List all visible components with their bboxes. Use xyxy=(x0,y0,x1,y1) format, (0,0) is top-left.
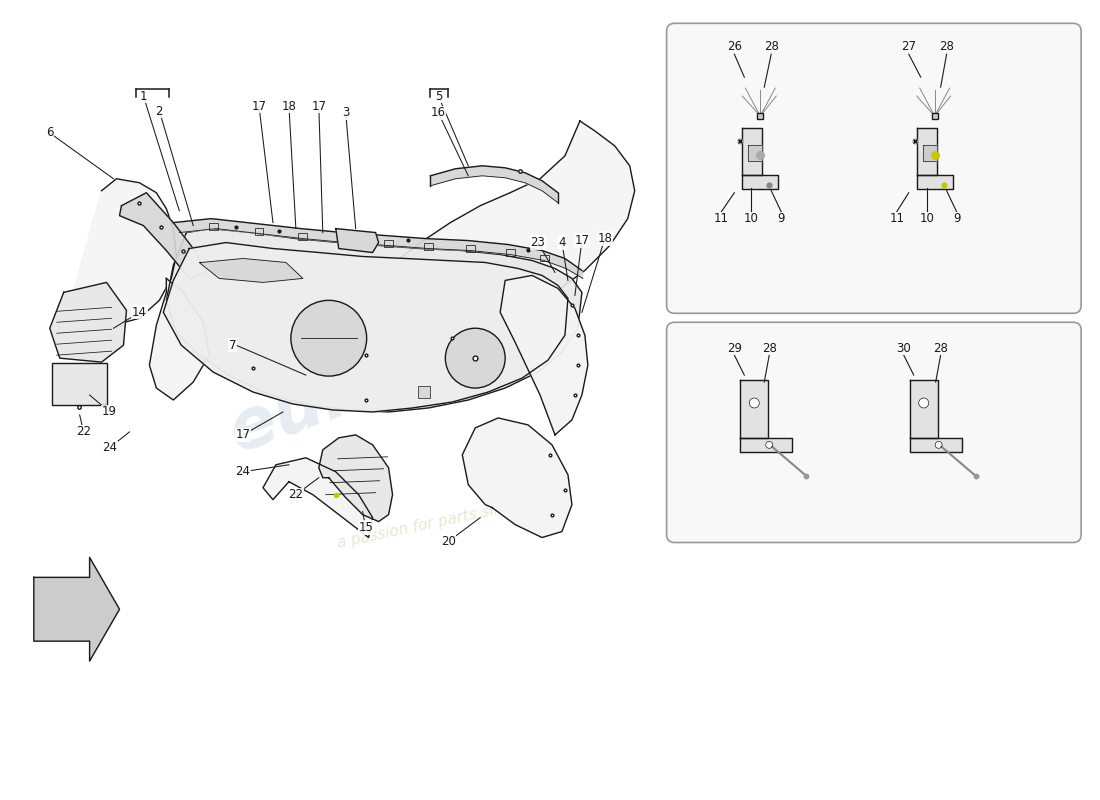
Text: 2: 2 xyxy=(155,105,163,118)
Text: 18: 18 xyxy=(597,232,613,245)
Polygon shape xyxy=(500,275,587,435)
Polygon shape xyxy=(163,242,568,412)
Bar xyxy=(254,228,264,234)
Polygon shape xyxy=(263,458,373,538)
Bar xyxy=(384,239,393,246)
FancyBboxPatch shape xyxy=(667,322,1081,542)
Text: 22: 22 xyxy=(76,426,91,438)
Polygon shape xyxy=(74,178,176,326)
Text: 22: 22 xyxy=(288,488,304,501)
Text: 26: 26 xyxy=(727,40,741,53)
Bar xyxy=(52,363,107,405)
Bar xyxy=(539,254,549,262)
Text: 10: 10 xyxy=(744,212,759,225)
Text: 30: 30 xyxy=(896,342,911,354)
Text: 28: 28 xyxy=(762,342,777,354)
Polygon shape xyxy=(742,174,778,189)
Text: 17: 17 xyxy=(235,428,251,442)
Text: 24: 24 xyxy=(102,442,117,454)
Polygon shape xyxy=(923,145,937,161)
Text: 7: 7 xyxy=(229,338,236,352)
Polygon shape xyxy=(336,229,378,253)
Text: 28: 28 xyxy=(763,40,779,53)
Bar xyxy=(506,249,515,255)
Bar xyxy=(465,245,475,251)
Polygon shape xyxy=(742,128,762,174)
Text: 23: 23 xyxy=(530,236,546,249)
Polygon shape xyxy=(430,166,558,202)
Circle shape xyxy=(918,398,928,408)
Text: 19: 19 xyxy=(102,406,117,418)
Text: 14: 14 xyxy=(132,306,147,319)
Text: 28: 28 xyxy=(939,40,954,53)
Polygon shape xyxy=(319,435,393,522)
Polygon shape xyxy=(748,145,762,161)
Circle shape xyxy=(766,442,772,448)
Text: 17: 17 xyxy=(311,99,327,113)
Polygon shape xyxy=(910,380,937,438)
Bar xyxy=(341,237,350,243)
Bar xyxy=(209,222,218,230)
Text: 27: 27 xyxy=(901,40,916,53)
Circle shape xyxy=(290,300,366,376)
Polygon shape xyxy=(34,558,120,661)
Polygon shape xyxy=(150,278,209,400)
Text: 28: 28 xyxy=(933,342,948,354)
Polygon shape xyxy=(174,218,583,278)
Polygon shape xyxy=(740,438,792,452)
Text: 6: 6 xyxy=(46,126,54,139)
Polygon shape xyxy=(462,418,572,538)
Text: 18: 18 xyxy=(282,99,296,113)
Polygon shape xyxy=(120,193,206,278)
FancyBboxPatch shape xyxy=(667,23,1081,314)
Text: 29: 29 xyxy=(727,342,741,354)
Text: europ2s: europ2s xyxy=(220,294,541,466)
Text: 4: 4 xyxy=(558,236,565,249)
Polygon shape xyxy=(199,258,302,282)
Text: 9: 9 xyxy=(778,212,785,225)
Text: 5: 5 xyxy=(434,90,442,102)
Text: a passion for parts since 1988: a passion for parts since 1988 xyxy=(336,488,564,551)
Text: 9: 9 xyxy=(953,212,960,225)
Text: 15: 15 xyxy=(359,521,373,534)
Polygon shape xyxy=(166,229,582,412)
Bar xyxy=(418,386,430,398)
Text: 20: 20 xyxy=(441,535,455,548)
Text: 11: 11 xyxy=(889,212,904,225)
Text: 3: 3 xyxy=(342,106,350,119)
Text: 10: 10 xyxy=(920,212,934,225)
Polygon shape xyxy=(916,174,953,189)
Text: 17: 17 xyxy=(574,234,590,247)
Text: 16: 16 xyxy=(431,106,446,119)
Bar xyxy=(424,242,433,250)
Polygon shape xyxy=(50,282,127,362)
Polygon shape xyxy=(916,128,937,174)
Circle shape xyxy=(749,398,759,408)
Polygon shape xyxy=(910,438,961,452)
Circle shape xyxy=(446,328,505,388)
Text: 11: 11 xyxy=(714,212,729,225)
Circle shape xyxy=(935,442,942,448)
Text: 1: 1 xyxy=(140,90,147,102)
Text: 24: 24 xyxy=(235,466,251,478)
Polygon shape xyxy=(316,121,635,362)
Text: 17: 17 xyxy=(252,99,266,113)
Polygon shape xyxy=(740,380,768,438)
Bar xyxy=(418,386,430,398)
Bar xyxy=(52,363,107,405)
Bar xyxy=(298,233,307,239)
